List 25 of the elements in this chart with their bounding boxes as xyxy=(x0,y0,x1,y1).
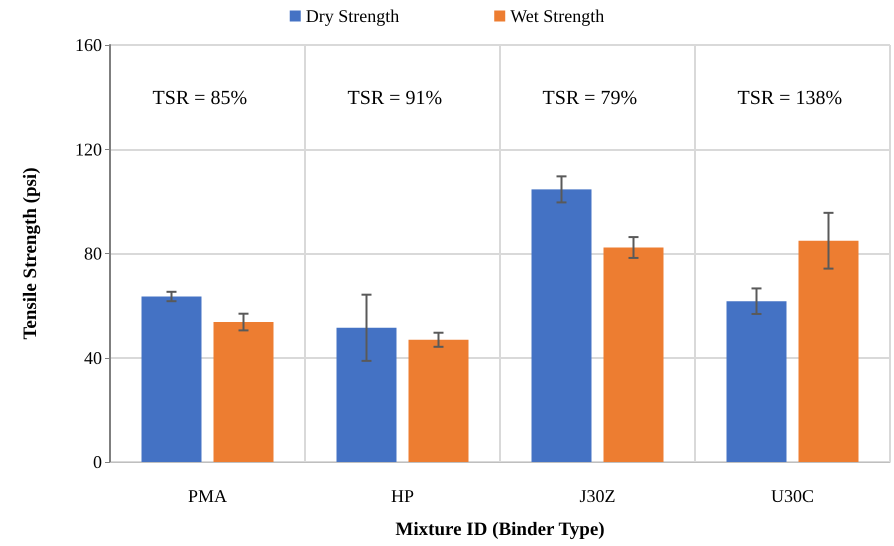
annotation: TSR = 138% xyxy=(738,87,842,109)
legend-label: Wet Strength xyxy=(510,6,604,26)
y-axis-title: Tensile Strength (psi) xyxy=(20,167,41,340)
y-tick-label: 0 xyxy=(93,452,102,472)
x-tick-label: HP xyxy=(390,486,414,506)
x-tick-label: PMA xyxy=(188,486,228,506)
annotation: TSR = 79% xyxy=(542,87,638,109)
y-tick-label: 80 xyxy=(84,244,102,264)
annotation: TSR = 91% xyxy=(348,87,442,109)
bar xyxy=(214,322,274,462)
x-axis-title: Mixture ID (Binder Type) xyxy=(395,519,605,540)
bar xyxy=(336,328,396,462)
annotation: TSR = 85% xyxy=(152,87,248,109)
bar xyxy=(726,301,786,462)
x-tick-label: U30C xyxy=(770,486,814,506)
y-tick-label: 120 xyxy=(75,139,102,160)
bar xyxy=(798,240,858,462)
bar xyxy=(532,189,592,462)
bar xyxy=(142,296,202,462)
bar xyxy=(604,248,664,462)
bar xyxy=(408,340,468,462)
x-tick-label: J30Z xyxy=(580,486,616,506)
y-tick-label: 40 xyxy=(84,348,102,368)
y-tick-label: 160 xyxy=(75,35,102,55)
legend-label: Dry Strength xyxy=(306,6,400,26)
